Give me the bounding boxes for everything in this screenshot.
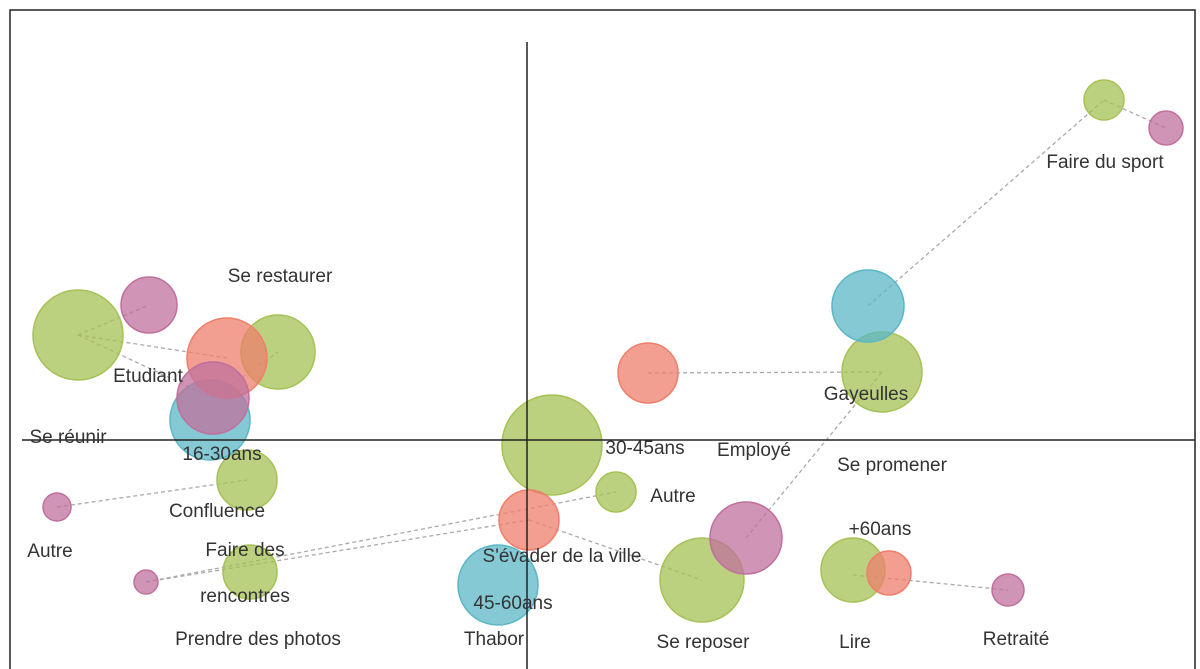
- point-label: +60ans: [849, 519, 912, 540]
- bubble: [133, 569, 159, 595]
- link: [867, 99, 1105, 307]
- bubble: [222, 544, 278, 600]
- point-label: S'évader de la ville: [483, 546, 642, 567]
- point-label: Employé: [717, 440, 791, 461]
- point-label: Retraité: [983, 629, 1050, 650]
- point-label: Se reposer: [657, 632, 751, 653]
- bubble: [595, 471, 637, 513]
- point-label: 16-30ans: [182, 444, 261, 465]
- link: [145, 519, 530, 583]
- point-label: Etudiant: [113, 366, 183, 387]
- bubble: [831, 269, 905, 343]
- point-label: 45-60ans: [473, 593, 552, 614]
- bubble: [1083, 79, 1125, 121]
- bubble: [709, 501, 783, 575]
- point-label: 30-45ans: [605, 438, 684, 459]
- bubble: [32, 289, 124, 381]
- bubble: [42, 492, 72, 522]
- bubble: [501, 394, 603, 496]
- bubble: [617, 342, 679, 404]
- point-label: Faire du sport: [1046, 152, 1164, 173]
- point-label: Se promener: [837, 455, 948, 476]
- bubble: [498, 489, 560, 551]
- point-label: Gayeulles: [824, 384, 909, 405]
- bubble: [120, 276, 178, 334]
- point-label: Autre: [27, 541, 72, 562]
- point-label: Se réunir: [29, 427, 107, 448]
- point-label: Lire: [839, 632, 871, 653]
- bubble: [457, 544, 539, 626]
- bubble: [176, 361, 250, 435]
- point-label: Se restaurer: [228, 266, 333, 287]
- bubble: [991, 573, 1025, 607]
- point-label: Autre: [650, 486, 695, 507]
- link: [56, 479, 248, 508]
- link: [852, 574, 1009, 591]
- point-label: Confluence: [169, 501, 265, 522]
- point-label: Thabor: [464, 629, 525, 650]
- bubble: [1148, 110, 1184, 146]
- point-label: Prendre des photos: [175, 629, 341, 650]
- frame: [9, 9, 1196, 669]
- point-label: rencontres: [200, 586, 290, 607]
- point-label: Faire des: [205, 540, 284, 561]
- bubble: [866, 550, 912, 596]
- bubble: [216, 449, 278, 511]
